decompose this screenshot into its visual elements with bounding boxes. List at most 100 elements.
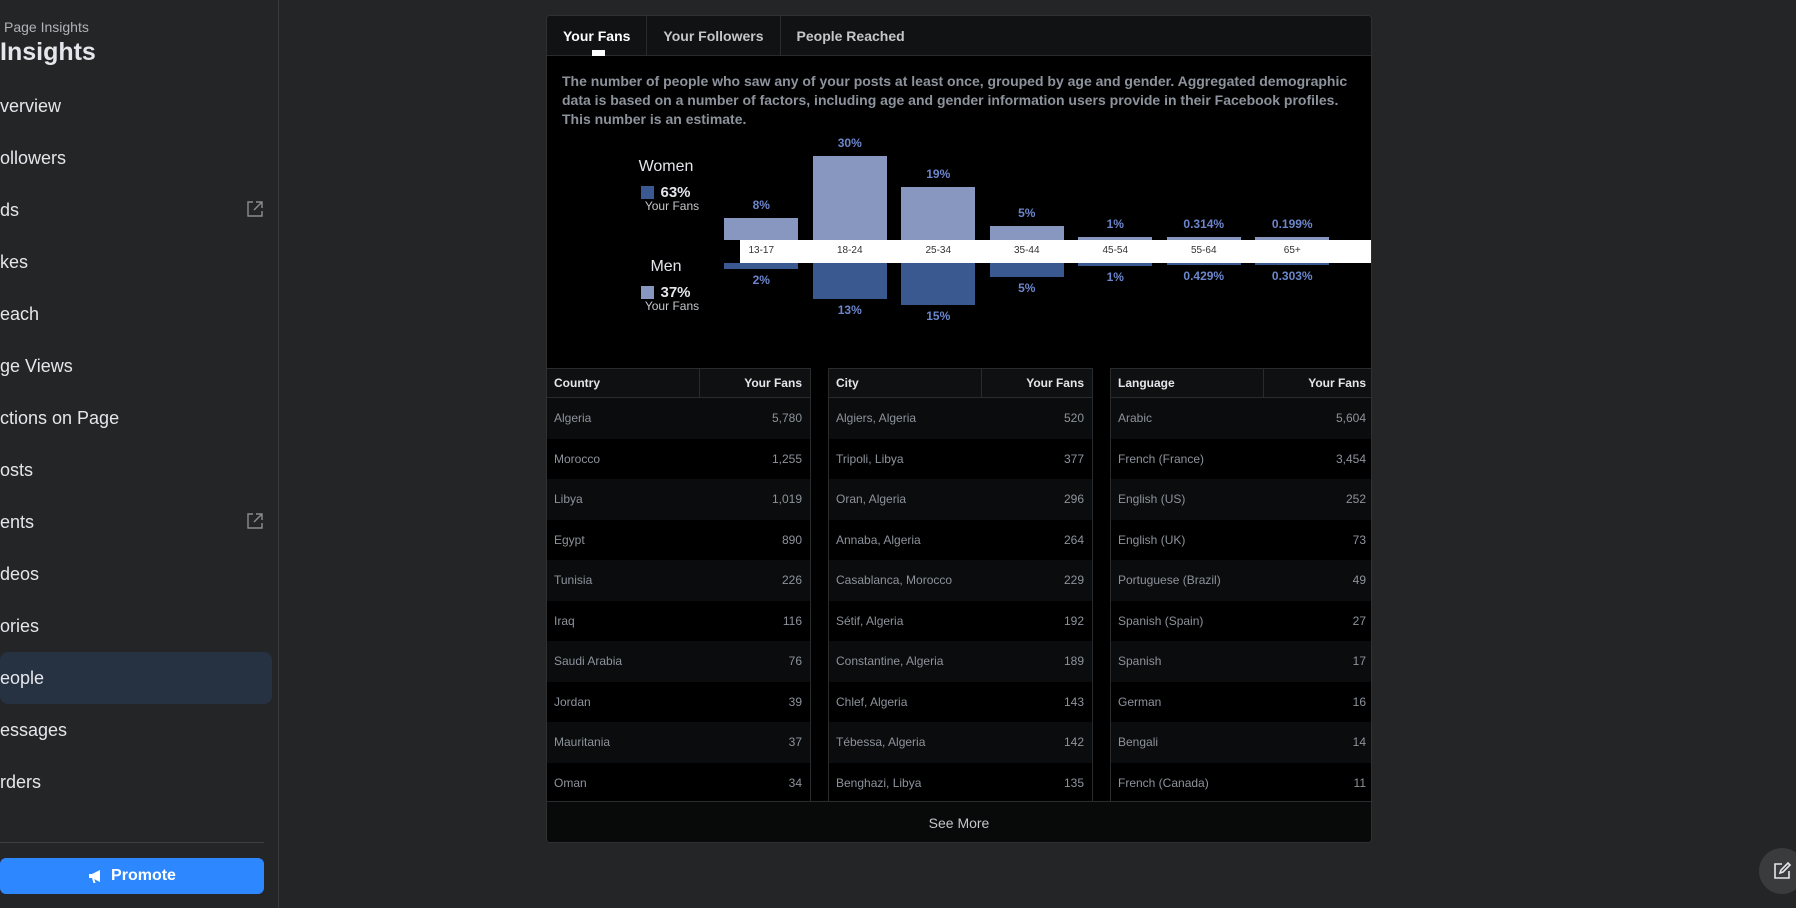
- legend-men-pct: 37%: [660, 284, 691, 301]
- table-cell-value: 1,255: [771, 451, 802, 466]
- sidebar-item-orders[interactable]: rders: [0, 756, 272, 808]
- sidebar-item-posts[interactable]: osts: [0, 444, 272, 496]
- legend-women: Women 63% Your Fans: [606, 158, 726, 213]
- table-cell-value: 14: [1352, 735, 1366, 750]
- bar-men[interactable]: [1078, 263, 1153, 266]
- sidebar-item-label: ents: [0, 511, 35, 532]
- table-row: French (France) 3,454: [1111, 438, 1371, 479]
- table-row: Jordan 39: [547, 681, 810, 722]
- table-cell-name: Bengali: [1118, 735, 1159, 750]
- bar-men[interactable]: [1166, 263, 1241, 265]
- tab-people-reached[interactable]: People Reached: [796, 28, 905, 44]
- table-cell-value: 296: [1063, 492, 1084, 507]
- table-cell-value: 226: [781, 573, 802, 588]
- data-label-women: 0.199%: [1271, 217, 1313, 231]
- sidebar-item-reach[interactable]: each: [0, 288, 272, 340]
- bar-women[interactable]: [901, 186, 976, 240]
- bar-women[interactable]: [989, 226, 1064, 240]
- age-tick-label: 13-17: [748, 245, 775, 256]
- promote-button[interactable]: Promote: [0, 858, 264, 894]
- sidebar-item-actions-on-page[interactable]: ctions on Page: [0, 392, 272, 444]
- sidebar-item-stories[interactable]: ories: [0, 600, 272, 652]
- table-cell-value: 37: [788, 735, 802, 750]
- compose-button[interactable]: [1759, 848, 1796, 894]
- sidebar-item-ads[interactable]: ds: [0, 184, 272, 236]
- sidebar-item-followers[interactable]: ollowers: [0, 132, 272, 184]
- column-header-fans[interactable]: Your Fans: [744, 376, 802, 390]
- data-label-men: 5%: [1018, 281, 1036, 295]
- bar-women[interactable]: [1166, 237, 1241, 240]
- table-cell-name: Egypt: [554, 532, 585, 547]
- table-cell-value: 76: [788, 654, 802, 669]
- sidebar-item-people[interactable]: eople: [0, 652, 272, 704]
- legend-women-label: Women: [638, 158, 694, 175]
- bar-men[interactable]: [901, 263, 976, 305]
- sidebar-item-label: essages: [0, 719, 68, 740]
- sidebar-item-likes[interactable]: kes: [0, 236, 272, 288]
- legend-men-label: Men: [650, 258, 682, 275]
- table-header: Country Your Fans: [547, 368, 810, 398]
- sidebar-item-overview[interactable]: verview: [0, 80, 272, 132]
- column-header-fans[interactable]: Your Fans: [1026, 376, 1084, 390]
- legend-women-pct: 63%: [660, 184, 691, 201]
- bar-men[interactable]: [812, 263, 887, 300]
- table-cell-value: 73: [1352, 532, 1366, 547]
- bar-women[interactable]: [1078, 237, 1153, 240]
- legend-swatch: [641, 286, 655, 299]
- sidebar-item-page-views[interactable]: ge Views: [0, 340, 272, 392]
- table-cell-name: Libya: [554, 492, 583, 507]
- table-cell-value: 142: [1063, 735, 1084, 750]
- table-cell-name: Constantine, Algeria: [836, 654, 944, 669]
- sidebar-item-label: osts: [0, 459, 34, 480]
- table-row: Constantine, Algeria 189: [829, 641, 1092, 682]
- column-header-language[interactable]: Language: [1111, 369, 1264, 397]
- table-divider: [1092, 368, 1093, 818]
- table-cell-value: 252: [1345, 492, 1366, 507]
- table-cell-name: German: [1118, 694, 1162, 709]
- table-divider: [828, 368, 829, 818]
- legend-swatch: [641, 186, 655, 199]
- table-cell-name: Algiers, Algeria: [836, 411, 917, 426]
- bar-men[interactable]: [724, 263, 799, 269]
- legend-men: Men 37% Your Fans: [606, 258, 726, 313]
- table-row: Bengali 14: [1111, 722, 1371, 763]
- table-cell-name: Mauritania: [554, 735, 611, 750]
- table-cell-value: 520: [1063, 411, 1084, 426]
- column-header-fans[interactable]: Your Fans: [1308, 376, 1366, 390]
- age-tick-label: 18-24: [836, 245, 863, 256]
- age-tick-label: 25-34: [925, 245, 952, 256]
- data-label-men: 13%: [837, 303, 862, 318]
- bar-women[interactable]: [812, 156, 887, 240]
- sidebar: Page Insights Insights verview ollowers …: [0, 0, 279, 908]
- table-cell-name: Jordan: [554, 694, 591, 709]
- table-cell-name: Arabic: [1118, 411, 1153, 426]
- table-cell-value: 5,604: [1335, 411, 1366, 426]
- tab-your-followers[interactable]: Your Followers: [647, 16, 781, 56]
- sidebar-nav: verview ollowers ds kes each ge Views ct…: [0, 80, 272, 808]
- bar-women[interactable]: [724, 217, 799, 240]
- table-row: Portuguese (Brazil) 49: [1111, 560, 1371, 601]
- table-row: Algeria 5,780: [547, 398, 810, 439]
- data-label-men: 15%: [926, 309, 951, 323]
- chart-description: The number of people who saw any of your…: [562, 73, 1348, 127]
- table-row: Sétif, Algeria 192: [829, 600, 1092, 641]
- sidebar-item-label: ds: [0, 199, 20, 220]
- table-cell-value: 192: [1063, 613, 1084, 628]
- column-header-city[interactable]: City: [829, 369, 982, 397]
- bar-women[interactable]: [1255, 237, 1330, 240]
- bar-men[interactable]: [989, 263, 1064, 277]
- see-more-button[interactable]: See More: [547, 801, 1371, 842]
- external-link-icon: [247, 513, 263, 529]
- data-label-women: 19%: [926, 166, 951, 181]
- sidebar-item-videos[interactable]: deos: [0, 548, 272, 600]
- table-row: Algiers, Algeria 520: [829, 398, 1092, 439]
- sidebar-item-messages[interactable]: essages: [0, 704, 272, 756]
- country-table: Country Your Fans Algeria 5,780 Morocco 1,25…: [547, 368, 810, 803]
- table-cell-name: Portuguese (Brazil): [1118, 573, 1221, 588]
- table-cell-name: Algeria: [554, 411, 592, 426]
- sidebar-item-events[interactable]: ents: [0, 496, 272, 548]
- column-header-country[interactable]: Country: [547, 369, 700, 397]
- table-cell-value: 17: [1352, 654, 1366, 669]
- tab-your-fans[interactable]: Your Fans: [547, 16, 648, 56]
- bar-men[interactable]: [1255, 263, 1330, 265]
